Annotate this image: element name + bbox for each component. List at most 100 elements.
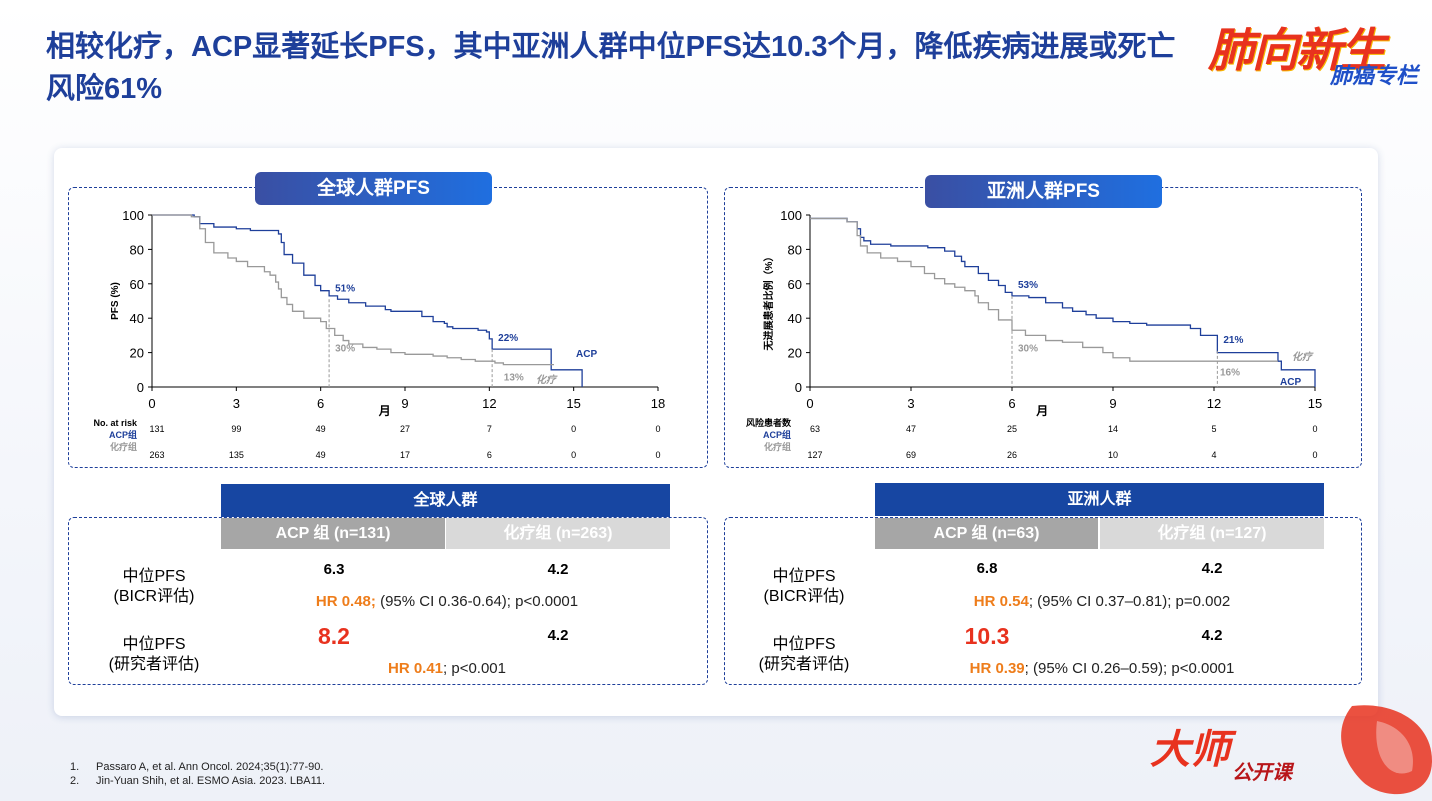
table-col-chemo-asia: 化疗组 (n=127) bbox=[1100, 518, 1324, 549]
risk-count: 263 bbox=[149, 450, 164, 460]
annotation-label: 21% bbox=[1223, 335, 1243, 346]
legend-chemo: 化疗 bbox=[1292, 351, 1314, 363]
x-axis-label: 月 bbox=[1035, 404, 1048, 418]
value-asia-acp-1: 6.8 bbox=[976, 560, 998, 577]
risk-count: 0 bbox=[655, 424, 660, 434]
chart-panel-global bbox=[68, 187, 708, 468]
hr-asia-1: HR 0.54; (95% CI 0.37–0.81); p=0.002 bbox=[973, 593, 1231, 610]
risk-count: 49 bbox=[316, 450, 326, 460]
x-tick-label: 3 bbox=[233, 396, 240, 411]
risk-count: 5 bbox=[1211, 424, 1216, 434]
value-asia-chemo-2: 4.2 bbox=[1201, 627, 1223, 644]
x-tick-label: 15 bbox=[566, 396, 580, 411]
km-curve-acp bbox=[152, 214, 583, 387]
brand-logo: 肺向新生 肺癌专栏 bbox=[1208, 14, 1418, 104]
x-tick-label: 15 bbox=[1308, 396, 1322, 411]
risk-row-label: 化疗组 bbox=[110, 441, 137, 452]
annotation-label: 16% bbox=[1220, 367, 1240, 378]
risk-row-label: ACP组 bbox=[763, 429, 791, 440]
table-col-acp-global: ACP 组 (n=131) bbox=[221, 518, 445, 549]
bottom-brand-line1: 大师 bbox=[1150, 728, 1237, 772]
chart-title-asia: 亚洲人群PFS bbox=[925, 175, 1162, 208]
value-global-acp-2: 8.2 bbox=[318, 623, 350, 649]
value-asia-chemo-1: 4.2 bbox=[1201, 560, 1223, 577]
annotation-label: 30% bbox=[335, 343, 355, 354]
y-axis-label: 无进展患者比例（%） bbox=[762, 252, 775, 352]
x-tick-label: 18 bbox=[651, 396, 665, 411]
hr-global-1: HR 0.48; (95% CI 0.36-0.64); p<0.0001 bbox=[315, 593, 579, 610]
risk-count: 127 bbox=[807, 450, 822, 460]
y-tick-label: 20 bbox=[130, 346, 144, 361]
annotation-label: 22% bbox=[498, 333, 518, 344]
hr-asia-2: HR 0.39; (95% CI 0.26–0.59); p<0.0001 bbox=[969, 660, 1235, 677]
risk-count: 10 bbox=[1108, 450, 1118, 460]
reference-2: 2. Jin-Yuan Shih, et al. ESMO Asia. 2023.… bbox=[70, 775, 326, 787]
risk-count: 0 bbox=[571, 424, 576, 434]
page-title: 相较化疗，ACP显著延长PFS，其中亚洲人群中位PFS达10.3个月，降低疾病进… bbox=[46, 31, 1176, 105]
bottom-brand-decoration: 大师 公开课 bbox=[1150, 705, 1432, 795]
x-tick-label: 12 bbox=[1207, 396, 1221, 411]
risk-count: 69 bbox=[906, 450, 916, 460]
row-label-global-1: 中位PFS (BICR评估) bbox=[113, 568, 195, 605]
risk-count: 99 bbox=[231, 424, 241, 434]
risk-count: 0 bbox=[571, 450, 576, 460]
legend-acp: ACP bbox=[576, 349, 597, 360]
row-label-asia-1: 中位PFS (BICR评估) bbox=[763, 568, 845, 605]
annotation-label: 30% bbox=[1018, 343, 1038, 354]
y-tick-label: 100 bbox=[122, 208, 144, 223]
km-curve-chemo bbox=[810, 217, 1278, 362]
risk-count: 0 bbox=[655, 450, 660, 460]
risk-count: 49 bbox=[316, 424, 326, 434]
petal-shape-2 bbox=[1376, 721, 1413, 774]
value-global-acp-1: 6.3 bbox=[323, 561, 345, 578]
x-axis-label: 月 bbox=[378, 404, 391, 418]
petal-shape bbox=[1341, 705, 1432, 795]
row-label-global-2: 中位PFS (研究者评估) bbox=[108, 636, 200, 673]
x-tick-label: 6 bbox=[317, 396, 324, 411]
risk-count: 26 bbox=[1007, 450, 1017, 460]
km-curve-acp bbox=[810, 217, 1316, 387]
annotation-label: 53% bbox=[1018, 280, 1038, 291]
y-tick-label: 100 bbox=[780, 208, 802, 223]
y-tick-label: 0 bbox=[795, 380, 802, 395]
legend-chemo: 化疗 bbox=[536, 374, 558, 386]
table-header-asia: 亚洲人群 bbox=[875, 483, 1324, 516]
legend-acp: ACP bbox=[1280, 377, 1301, 388]
chart-title-global: 全球人群PFS bbox=[255, 172, 492, 205]
value-asia-acp-2: 10.3 bbox=[964, 623, 1010, 649]
y-tick-label: 40 bbox=[788, 311, 802, 326]
y-axis-label: PFS (%) bbox=[110, 282, 121, 320]
risk-table-label: 风险患者数 bbox=[746, 417, 792, 428]
x-tick-label: 12 bbox=[482, 396, 496, 411]
risk-count: 135 bbox=[229, 450, 244, 460]
value-global-chemo-2: 4.2 bbox=[547, 627, 569, 644]
y-tick-label: 0 bbox=[137, 380, 144, 395]
x-tick-label: 6 bbox=[1008, 396, 1015, 411]
reference-1: 1. Passaro A, et al. Ann Oncol. 2024;35(1… bbox=[70, 761, 324, 773]
risk-count: 14 bbox=[1108, 424, 1118, 434]
risk-table-label: No. at risk bbox=[93, 418, 138, 428]
table-header-global: 全球人群 bbox=[221, 484, 670, 517]
y-tick-label: 80 bbox=[788, 242, 802, 257]
annotation-label: 13% bbox=[504, 373, 524, 384]
risk-count: 47 bbox=[906, 424, 916, 434]
table-col-chemo-global: 化疗组 (n=263) bbox=[446, 518, 670, 549]
y-tick-label: 20 bbox=[788, 346, 802, 361]
risk-count: 131 bbox=[149, 424, 164, 434]
x-tick-label: 9 bbox=[1109, 396, 1116, 411]
brand-logo-line2: 肺癌专栏 bbox=[1329, 63, 1418, 88]
risk-count: 25 bbox=[1007, 424, 1017, 434]
y-tick-label: 80 bbox=[130, 242, 144, 257]
value-global-chemo-1: 4.2 bbox=[547, 561, 569, 578]
bottom-brand-line2: 公开课 bbox=[1232, 762, 1295, 784]
risk-count: 63 bbox=[810, 424, 820, 434]
y-tick-label: 60 bbox=[130, 277, 144, 292]
references: 1. Passaro A, et al. Ann Oncol. 2024;35(1… bbox=[70, 760, 325, 788]
hr-global-2: HR 0.41; p<0.001 bbox=[387, 660, 506, 677]
x-tick-label: 9 bbox=[401, 396, 408, 411]
brand-logo-line1: 肺向新生 bbox=[1208, 24, 1386, 76]
x-tick-label: 0 bbox=[806, 396, 813, 411]
row-label-asia-2: 中位PFS (研究者评估) bbox=[758, 636, 850, 673]
